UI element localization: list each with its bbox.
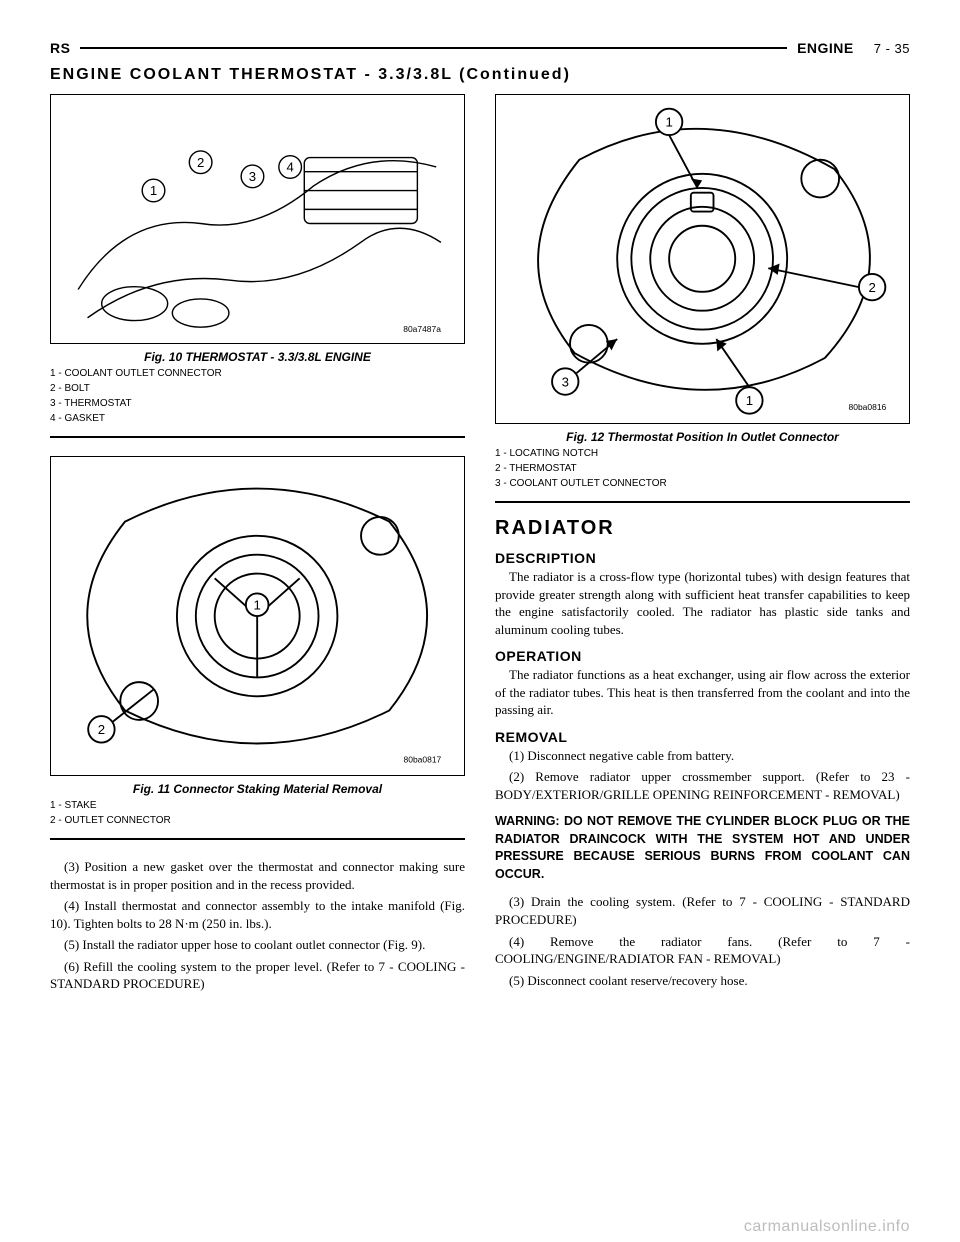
svg-text:1: 1 bbox=[254, 597, 261, 612]
legend-item: 1 - LOCATING NOTCH bbox=[495, 446, 910, 461]
legend-item: 2 - OUTLET CONNECTOR bbox=[50, 813, 465, 828]
step-3: (3) Position a new gasket over the therm… bbox=[50, 858, 465, 893]
legend-item: 3 - THERMOSTAT bbox=[50, 396, 465, 411]
removal-step-5: (5) Disconnect coolant reserve/recovery … bbox=[495, 972, 910, 990]
thermostat-position-diagram-icon: 1 2 3 1 80ba0816 bbox=[506, 103, 898, 415]
svg-text:2: 2 bbox=[869, 280, 876, 295]
figure-11: 1 2 80ba0817 bbox=[50, 456, 465, 776]
svg-text:1: 1 bbox=[150, 183, 157, 198]
svg-text:80ba0816: 80ba0816 bbox=[849, 402, 887, 412]
removal-step-3: (3) Drain the cooling system. (Refer to … bbox=[495, 893, 910, 928]
removal-text-1: (1) Disconnect negative cable from batte… bbox=[495, 747, 910, 804]
svg-text:3: 3 bbox=[562, 374, 569, 389]
operation-para: The radiator functions as a heat exchang… bbox=[495, 666, 910, 719]
removal-step-4: (4) Remove the radiator fans. (Refer to … bbox=[495, 933, 910, 968]
separator bbox=[50, 838, 465, 840]
continued-title: ENGINE COOLANT THERMOSTAT - 3.3/3.8L (Co… bbox=[50, 66, 910, 84]
figure-10-caption: Fig. 10 THERMOSTAT - 3.3/3.8L ENGINE bbox=[50, 350, 465, 364]
description-heading: DESCRIPTION bbox=[495, 550, 910, 566]
header-rule bbox=[80, 47, 787, 49]
figure-12: 1 2 3 1 80ba0816 bbox=[495, 94, 910, 424]
left-body-text: (3) Position a new gasket over the therm… bbox=[50, 858, 465, 993]
svg-text:2: 2 bbox=[98, 722, 105, 737]
engine-line-art-icon: 1 2 3 4 80a7487a bbox=[61, 101, 453, 337]
separator bbox=[495, 501, 910, 503]
header-section: ENGINE bbox=[797, 40, 854, 56]
figure-11-caption: Fig. 11 Connector Staking Material Remov… bbox=[50, 782, 465, 796]
legend-item: 2 - THERMOSTAT bbox=[495, 461, 910, 476]
legend-item: 3 - COOLANT OUTLET CONNECTOR bbox=[495, 476, 910, 491]
header-rs: RS bbox=[50, 40, 70, 56]
step-5: (5) Install the radiator upper hose to c… bbox=[50, 936, 465, 954]
svg-text:1: 1 bbox=[746, 393, 753, 408]
figure-10-legend: 1 - COOLANT OUTLET CONNECTOR 2 - BOLT 3 … bbox=[50, 366, 465, 426]
svg-text:80ba0817: 80ba0817 bbox=[404, 754, 442, 764]
description-text: The radiator is a cross-flow type (horiz… bbox=[495, 568, 910, 638]
figure-11-legend: 1 - STAKE 2 - OUTLET CONNECTOR bbox=[50, 798, 465, 828]
figure-12-caption: Fig. 12 Thermostat Position In Outlet Co… bbox=[495, 430, 910, 444]
removal-heading: REMOVAL bbox=[495, 729, 910, 745]
right-column: 1 2 3 1 80ba0816 bbox=[495, 94, 910, 997]
step-6: (6) Refill the cooling system to the pro… bbox=[50, 958, 465, 993]
operation-heading: OPERATION bbox=[495, 648, 910, 664]
removal-text-2: (3) Drain the cooling system. (Refer to … bbox=[495, 893, 910, 989]
description-para: The radiator is a cross-flow type (horiz… bbox=[495, 568, 910, 638]
figure-10: 1 2 3 4 80a7487a bbox=[50, 94, 465, 344]
operation-text: The radiator functions as a heat exchang… bbox=[495, 666, 910, 719]
step-4: (4) Install thermostat and connector ass… bbox=[50, 897, 465, 932]
svg-text:80a7487a: 80a7487a bbox=[404, 324, 442, 334]
left-column: 1 2 3 4 80a7487a Fig. 10 THERMOSTAT - 3.… bbox=[50, 94, 465, 997]
removal-step-1: (1) Disconnect negative cable from batte… bbox=[495, 747, 910, 765]
warning-block: WARNING: DO NOT REMOVE THE CYLINDER BLOC… bbox=[495, 813, 910, 883]
svg-text:1: 1 bbox=[666, 115, 673, 130]
two-column-layout: 1 2 3 4 80a7487a Fig. 10 THERMOSTAT - 3.… bbox=[50, 94, 910, 997]
connector-diagram-icon: 1 2 80ba0817 bbox=[61, 465, 453, 767]
figure-12-legend: 1 - LOCATING NOTCH 2 - THERMOSTAT 3 - CO… bbox=[495, 446, 910, 491]
legend-item: 4 - GASKET bbox=[50, 411, 465, 426]
legend-item: 1 - COOLANT OUTLET CONNECTOR bbox=[50, 366, 465, 381]
removal-step-2: (2) Remove radiator upper crossmember su… bbox=[495, 768, 910, 803]
svg-text:4: 4 bbox=[287, 160, 294, 175]
separator bbox=[50, 436, 465, 438]
watermark: carmanualsonline.info bbox=[744, 1218, 910, 1236]
page-header: RS ENGINE 7 - 35 bbox=[50, 40, 910, 56]
page: RS ENGINE 7 - 35 ENGINE COOLANT THERMOST… bbox=[0, 0, 960, 1242]
header-page-number: 7 - 35 bbox=[874, 41, 910, 56]
legend-item: 1 - STAKE bbox=[50, 798, 465, 813]
svg-text:2: 2 bbox=[197, 155, 204, 170]
legend-item: 2 - BOLT bbox=[50, 381, 465, 396]
radiator-heading: RADIATOR bbox=[495, 517, 910, 540]
svg-text:3: 3 bbox=[249, 169, 256, 184]
